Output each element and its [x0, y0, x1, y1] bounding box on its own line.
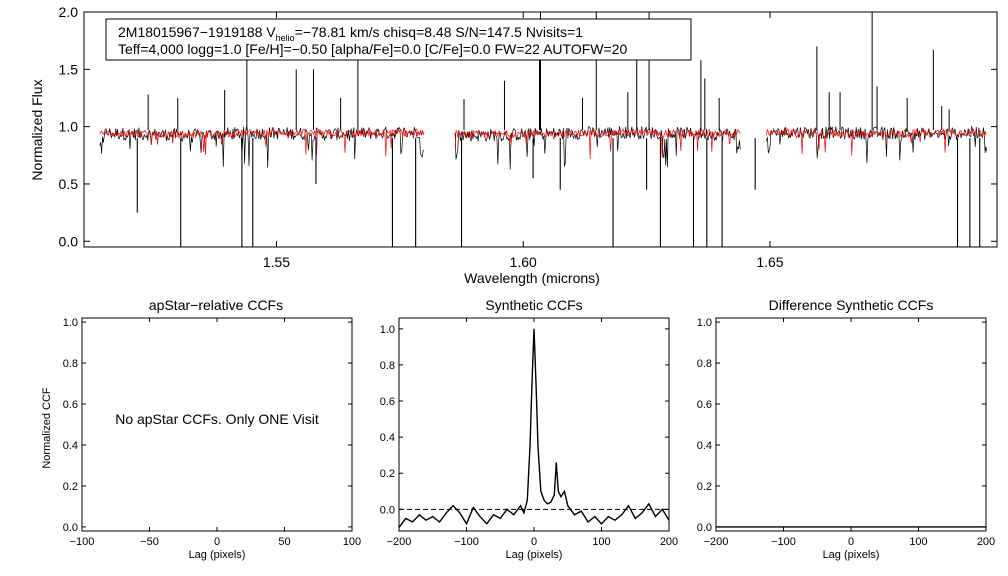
x-tick-label: 100 [592, 536, 610, 548]
x-tick-label: 0 [531, 536, 537, 548]
apstar-ccf-panel: apStar−relative CCFs −100 −50 0 50 100 0.0 0.2… [41, 297, 361, 561]
difference-ccf-title: Difference Synthetic CCFs [769, 297, 934, 313]
y-tick-label: 0.0 [63, 522, 78, 534]
difference-ccf-ticks: −200 −100 0 100 200 0.0 0.2 0.4 0.6 0.8 1.0 [697, 317, 995, 548]
y-tick-label: 0.4 [380, 432, 395, 444]
header-subscript: helio [276, 33, 295, 43]
synthetic-ccf-frame [398, 317, 670, 532]
y-tick-label: 0.4 [697, 440, 712, 452]
x-tick-label: 100 [909, 536, 927, 548]
header-line-2: Teff=4,000 logg=1.0 [Fe/H]=−0.50 [alpha/… [118, 41, 627, 57]
observed-spectrum-line [454, 126, 741, 170]
y-tick-label: 0.8 [697, 358, 712, 370]
y-tick-label: 0.0 [380, 504, 395, 516]
synthetic-ccf-panel: Synthetic CCFs −200 −100 0 100 200 0.0 0.2 0.4 0… [380, 297, 678, 561]
spectrum-ticks: 1.55 1.60 1.65 0.0 0.5 1.0 1.5 2.0 [59, 4, 997, 270]
ccf-line [398, 328, 670, 528]
synthetic-ccf-ticks: −200 −100 0 100 200 0.0 0.2 0.4 0.6 0.8 1.0 [380, 318, 678, 548]
apstar-ccf-annotation: No apStar CCFs. Only ONE Visit [115, 411, 319, 427]
y-tick-label: 0.6 [380, 396, 395, 408]
x-tick-label: −100 [70, 536, 95, 548]
synthetic-ccf-title: Synthetic CCFs [485, 297, 582, 313]
x-tick-label: 1.55 [263, 254, 290, 270]
x-tick-label: −100 [454, 536, 479, 548]
y-tick-label: 0.6 [697, 399, 712, 411]
synthetic-ccf-x-label: Lag (pixels) [506, 549, 563, 561]
apstar-ccf-ticks: −100 −50 0 50 100 0.0 0.2 0.4 0.6 0.8 1.0 [63, 317, 361, 548]
spectrum-y-label: Normalized Flux [29, 79, 45, 180]
y-tick-label: 1.0 [380, 324, 395, 336]
x-tick-label: −50 [140, 536, 159, 548]
y-tick-label: 1.0 [59, 119, 79, 135]
model-spectrum-line [766, 127, 987, 156]
y-tick-label: 1.0 [697, 317, 712, 329]
y-tick-label: 2.0 [59, 4, 79, 20]
difference-ccf-x-label: Lag (pixels) [823, 549, 880, 561]
x-tick-label: 0 [214, 536, 220, 548]
apstar-ccf-y-label: Normalized CCF [41, 387, 53, 469]
x-tick-label: 100 [343, 536, 361, 548]
y-tick-label: 0.2 [380, 468, 395, 480]
apstar-ccf-title: apStar−relative CCFs [149, 297, 283, 313]
apstar-ccf-x-label: Lag (pixels) [189, 549, 246, 561]
y-tick-label: 0.0 [59, 233, 79, 249]
x-tick-label: 0 [848, 536, 854, 548]
x-tick-label: 200 [977, 536, 995, 548]
y-tick-label: 0.5 [59, 176, 79, 192]
x-tick-label: 200 [660, 536, 678, 548]
x-tick-label: −200 [704, 536, 729, 548]
difference-ccf-frame [715, 317, 987, 532]
x-tick-label: 1.65 [756, 254, 783, 270]
model-spectrum-line [454, 127, 741, 160]
y-tick-label: 0.2 [63, 481, 78, 493]
y-tick-label: 0.8 [63, 358, 78, 370]
y-tick-label: 0.4 [63, 440, 78, 452]
x-tick-label: 50 [278, 536, 290, 548]
spectrum-frame [83, 11, 998, 248]
spectrum-header-box: 2M18015967−1919188 Vhelio=−78.81 km/s ch… [105, 18, 692, 61]
difference-ccf-panel: Difference Synthetic CCFs −200 −100 0 100 20… [697, 297, 995, 561]
x-tick-label: 1.60 [510, 254, 537, 270]
header-line-1: 2M18015967−1919188 Vhelio=−78.81 km/s ch… [118, 24, 583, 43]
model-spectrum-line [99, 128, 425, 157]
x-tick-label: −200 [387, 536, 412, 548]
x-tick-label: −100 [771, 536, 796, 548]
y-tick-label: 0.6 [63, 399, 78, 411]
y-tick-label: 0.8 [380, 360, 395, 372]
y-tick-label: 1.0 [63, 317, 78, 329]
spectrum-x-label: Wavelength (microns) [464, 270, 600, 286]
y-tick-label: 0.2 [697, 481, 712, 493]
y-tick-label: 1.5 [59, 61, 79, 77]
spectrum-panel: 1.55 1.60 1.65 0.0 0.5 1.0 1.5 2.0 2M18015967−1… [29, 4, 998, 286]
y-tick-label: 0.0 [697, 522, 712, 534]
synthetic-ccf-plot-area [398, 328, 670, 528]
